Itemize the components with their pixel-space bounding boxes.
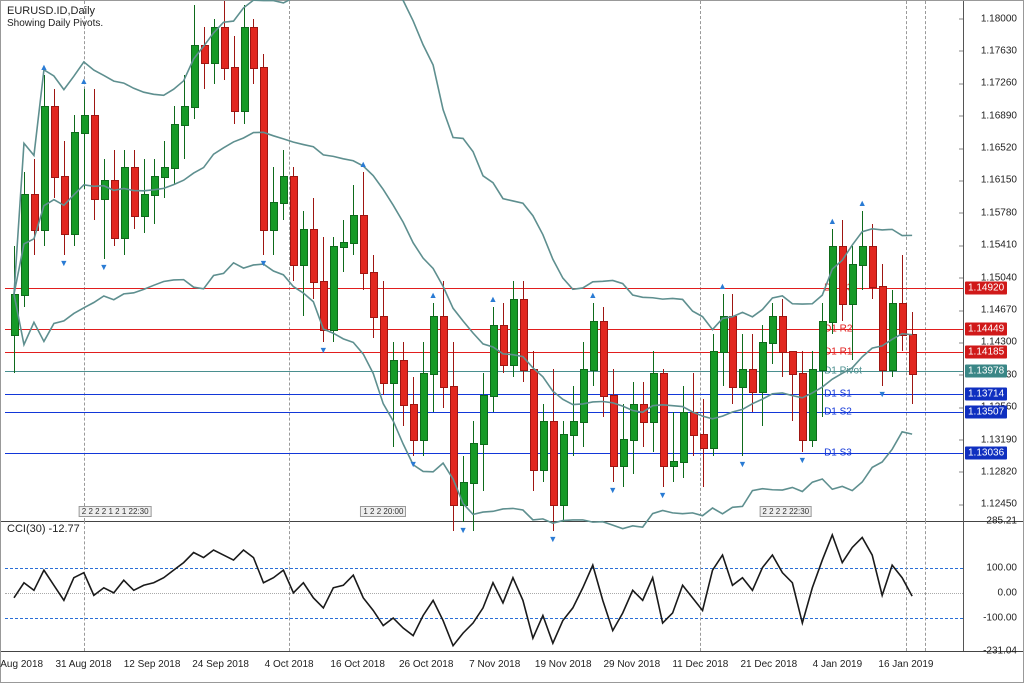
- x-date-label: 29 Nov 2018: [603, 659, 660, 670]
- x-date-label: 21 Aug 2018: [0, 659, 43, 670]
- bollinger-bands: [5, 1, 963, 521]
- fractal-up-icon: ▲: [39, 62, 48, 72]
- price-y-tick: 1.14670: [981, 305, 1017, 316]
- axis-separator: [963, 1, 964, 521]
- x-date-label: 12 Sep 2018: [124, 659, 181, 670]
- fractal-down-icon: ▼: [59, 258, 68, 268]
- fractal-up-icon: ▲: [429, 290, 438, 300]
- cci-line: [14, 535, 912, 646]
- fractal-down-icon: ▼: [409, 459, 418, 469]
- price-y-tick: 1.15780: [981, 207, 1017, 218]
- price-y-tick: 1.17260: [981, 78, 1017, 89]
- fractal-up-icon: ▲: [588, 290, 597, 300]
- price-y-tick: 1.16520: [981, 143, 1017, 154]
- session-timestamp: 2 2 2 2 22:30: [759, 506, 812, 517]
- x-date-label: 16 Oct 2018: [330, 659, 384, 670]
- price-y-tick: 1.12450: [981, 499, 1017, 510]
- price-y-tick: 1.15410: [981, 240, 1017, 251]
- fractal-down-icon: ▼: [658, 490, 667, 500]
- cci-y-tick: 100.00: [986, 562, 1017, 573]
- session-timestamp: 2 2 2 2 1 2 1 22:30: [79, 506, 152, 517]
- price-y-tick: 1.17630: [981, 45, 1017, 56]
- pivot-value-badge: 1.14920: [965, 282, 1007, 295]
- fractal-up-icon: ▲: [718, 281, 727, 291]
- fractal-up-icon: ▲: [359, 159, 368, 169]
- price-y-tick: 1.18000: [981, 13, 1017, 24]
- cci-line-svg: [5, 521, 963, 651]
- axis-separator: [963, 521, 964, 651]
- cci-y-tick: 0.00: [998, 587, 1017, 598]
- fractal-down-icon: ▼: [738, 459, 747, 469]
- pivot-value-badge: 1.13507: [965, 405, 1007, 418]
- fractal-down-icon: ▼: [798, 455, 807, 465]
- price-y-tick: 1.16890: [981, 110, 1017, 121]
- fractal-up-icon: ▲: [489, 294, 498, 304]
- main-price-panel[interactable]: EURUSD.ID,Daily Showing Daily Pivots. D1…: [1, 1, 1023, 522]
- x-date-label: 24 Sep 2018: [192, 659, 249, 670]
- x-date-label: 4 Oct 2018: [265, 659, 314, 670]
- x-date-label: 4 Jan 2019: [813, 659, 863, 670]
- fractal-up-icon: ▲: [79, 76, 88, 86]
- fractal-up-icon: ▲: [189, 0, 198, 2]
- cci-indicator-panel[interactable]: CCI(30) -12.77 285.21100.000.00-100.00-2…: [1, 521, 1023, 652]
- time-x-axis: 21 Aug 2018 31 Aug 2018 12 Sep 2018 24 Sep …: [1, 651, 1023, 683]
- pivot-value-badge: 1.13714: [965, 387, 1007, 400]
- pivot-value-badge: 1.13036: [965, 447, 1007, 460]
- fractal-up-icon: ▲: [239, 0, 248, 2]
- session-timestamp: 1 2 2 20:00: [360, 506, 406, 517]
- price-y-tick: 1.16150: [981, 175, 1017, 186]
- x-date-label: 26 Oct 2018: [399, 659, 453, 670]
- x-date-label: 21 Dec 2018: [741, 659, 798, 670]
- cci-y-axis: 285.21100.000.00-100.00-231.04: [963, 521, 1019, 651]
- fractal-down-icon: ▼: [878, 389, 887, 399]
- pivot-value-badge: 1.13978: [965, 364, 1007, 377]
- pivot-value-badge: 1.14185: [965, 346, 1007, 359]
- cci-plot-area[interactable]: [5, 521, 963, 651]
- x-date-label: 11 Dec 2018: [672, 659, 728, 670]
- fractal-down-icon: ▼: [259, 258, 268, 268]
- cci-y-tick: -100.00: [983, 613, 1017, 624]
- cci-y-tick: 285.21: [986, 516, 1017, 527]
- x-date-label: 19 Nov 2018: [535, 659, 592, 670]
- fractal-up-icon: ▲: [828, 216, 837, 226]
- x-date-label: 16 Jan 2019: [878, 659, 933, 670]
- price-y-tick: 1.12820: [981, 466, 1017, 477]
- pivot-value-badge: 1.14449: [965, 323, 1007, 336]
- fractal-down-icon: ▼: [99, 262, 108, 272]
- x-date-label: 31 Aug 2018: [55, 659, 111, 670]
- bb-upper: [14, 0, 912, 330]
- bb-middle: [14, 132, 912, 418]
- price-y-axis: 1.18000 1.17630 1.17260 1.16890 1.16520 1.161…: [963, 1, 1019, 521]
- price-y-tick: 1.13190: [981, 434, 1017, 445]
- chart-container: EURUSD.ID,Daily Showing Daily Pivots. D1…: [0, 0, 1024, 683]
- x-date-label: 7 Nov 2018: [469, 659, 520, 670]
- price-plot-area[interactable]: D1 R3D1 R2D1 R1D1 PivotD1 S1D1 S2D1 S3▲▲…: [5, 1, 963, 521]
- bb-lower: [14, 263, 912, 529]
- fractal-down-icon: ▼: [608, 485, 617, 495]
- fractal-down-icon: ▼: [319, 345, 328, 355]
- fractal-up-icon: ▲: [858, 198, 867, 208]
